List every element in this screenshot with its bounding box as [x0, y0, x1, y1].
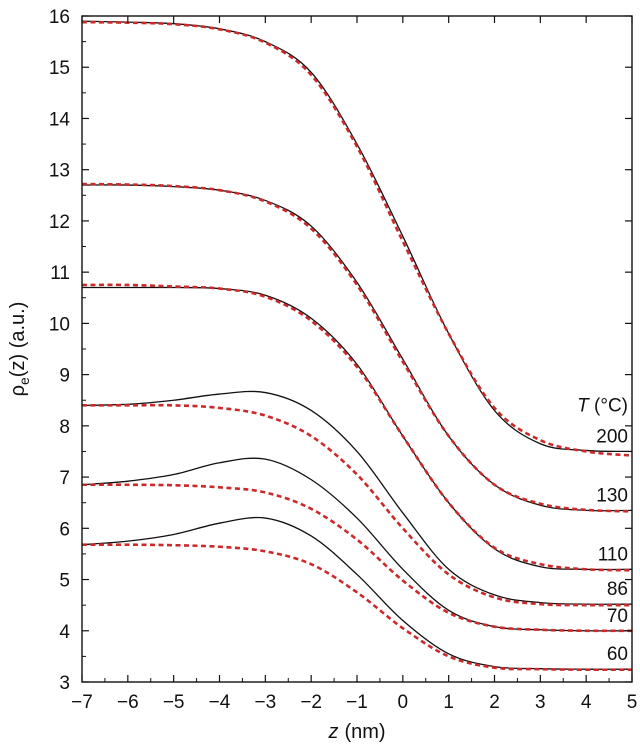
x-tick-label: −5 [163, 692, 185, 713]
x-axis-title: z (nm) [327, 721, 385, 743]
series-label-70: 70 [607, 606, 628, 627]
x-tick-label: 2 [489, 692, 500, 713]
y-tick-label: 6 [59, 519, 70, 540]
y-tick-label: 14 [49, 109, 71, 130]
series-line-200-solid [81, 20, 633, 453]
y-tick-label: 9 [59, 366, 70, 387]
y-tick-label: 13 [49, 161, 70, 182]
y-tick-label: 15 [49, 58, 70, 79]
y-tick-label: 7 [59, 468, 70, 489]
x-axis-variable: z [327, 721, 338, 743]
legend-title: T (°C) [577, 395, 628, 416]
series-line-110-solid [82, 286, 633, 571]
series-line-110-dashed [81, 283, 633, 572]
x-tick-label: −1 [346, 692, 368, 713]
series-line-86-dashed [82, 403, 633, 607]
x-tick-label: 4 [581, 692, 592, 713]
series-label-60: 60 [607, 644, 628, 665]
x-tick-label: 5 [627, 692, 638, 713]
y-tick-label: 10 [49, 314, 70, 335]
x-tick-label: −2 [300, 692, 322, 713]
series-label-86: 86 [607, 579, 628, 600]
x-axis-unit: (nm) [344, 721, 385, 743]
series-label-130: 130 [596, 485, 628, 506]
series-line-130-dashed [81, 182, 633, 513]
series-line-70-solid [81, 457, 633, 632]
y-axis-rest: (z) (a.u.) [7, 302, 29, 378]
x-tick-label: −4 [209, 692, 231, 713]
x-tick-label: −7 [71, 692, 93, 713]
series-label-110: 110 [598, 544, 628, 565]
series-line-86-solid [81, 390, 633, 605]
y-tick-label: 11 [50, 263, 70, 284]
legend-title-variable: T [577, 395, 590, 416]
series-line-200-dashed [81, 20, 633, 457]
legend-title-unit: (°C) [589, 395, 628, 416]
x-tick-label: 1 [443, 692, 454, 713]
x-tick-label: 3 [535, 692, 546, 713]
series-label-200: 200 [596, 426, 628, 447]
series-line-60-solid [81, 516, 633, 670]
series-line-130-solid [81, 184, 633, 512]
y-tick-label: 16 [49, 7, 70, 28]
series-line-60-dashed [81, 543, 633, 672]
y-axis-subscript: e [16, 377, 32, 385]
y-tick-label: 4 [59, 622, 70, 643]
x-tick-label: 0 [398, 692, 409, 713]
plot-frame [81, 15, 633, 683]
y-tick-label: 5 [59, 571, 70, 592]
y-axis-title: ρe(z) (a.u.) [7, 302, 32, 397]
y-tick-label: 8 [59, 417, 70, 438]
y-axis-symbol: ρ [7, 385, 29, 396]
y-tick-label: 12 [49, 212, 70, 233]
x-tick-label: −6 [117, 692, 139, 713]
y-tick-label: 3 [59, 673, 70, 694]
x-tick-label: −3 [254, 692, 276, 713]
